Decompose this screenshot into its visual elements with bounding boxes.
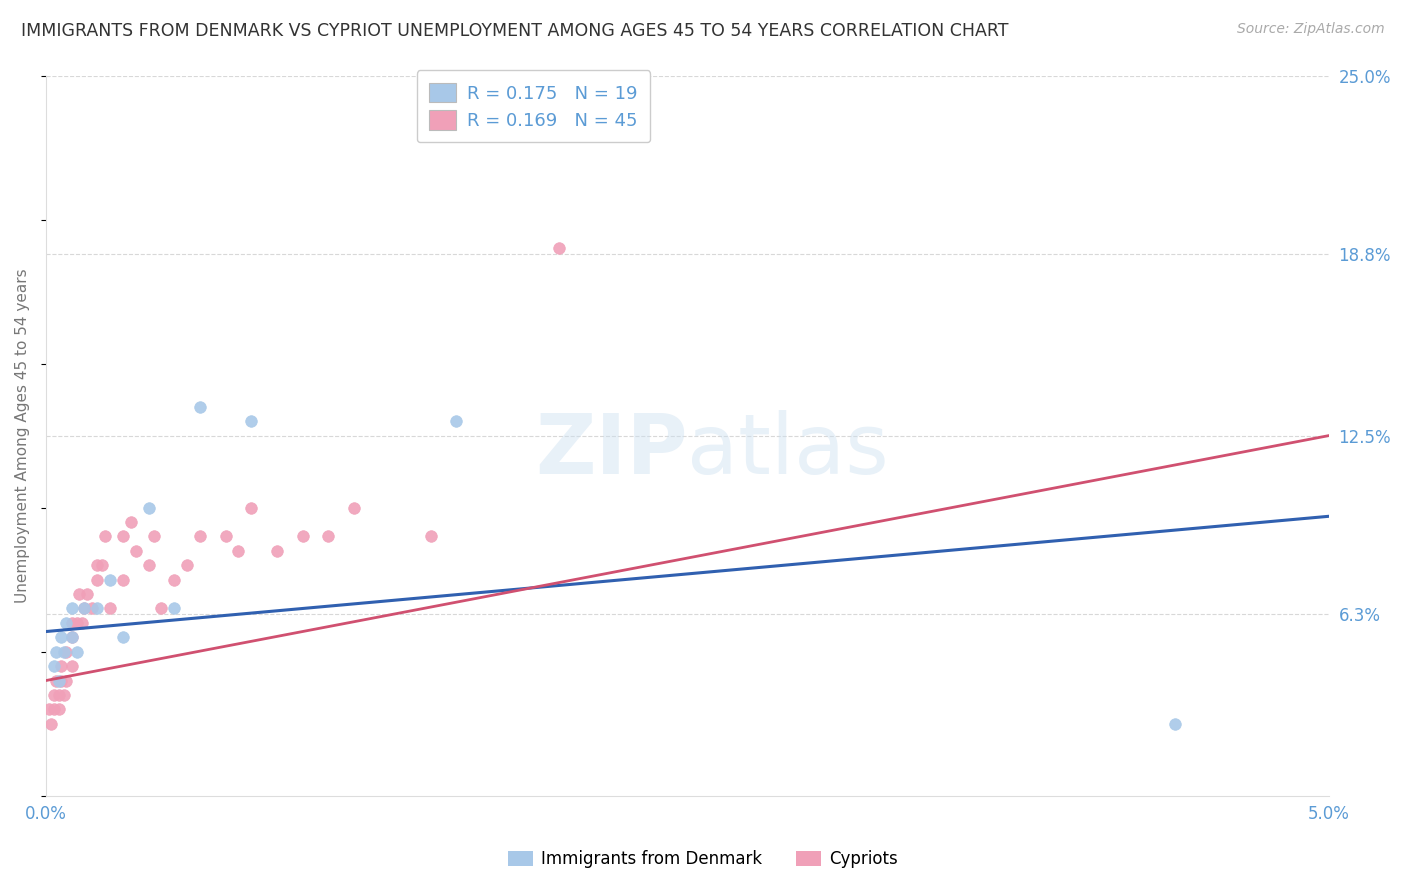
Point (52, 688, 75, 702)
Point (51, 630, 73, 644)
Point (188, 529, 211, 543)
Point (142, 529, 165, 543)
Point (70, 615, 93, 630)
Point (1164, 716, 1187, 731)
Point (55, 673, 77, 688)
Point (291, 529, 314, 543)
Point (52, 645, 75, 659)
Point (42, 659, 65, 673)
Point (94, 529, 117, 543)
Point (60, 615, 83, 630)
Point (48, 702, 70, 716)
Point (42, 688, 65, 702)
Point (66, 615, 89, 630)
Point (548, 241, 571, 255)
Point (60, 601, 83, 615)
Point (240, 414, 263, 428)
Point (73, 601, 96, 615)
Point (60, 630, 83, 644)
Text: atlas: atlas (688, 409, 889, 491)
Point (240, 500, 263, 515)
Point (228, 544, 250, 558)
Point (446, 414, 468, 428)
Point (419, 529, 441, 543)
Point (86, 558, 108, 573)
Point (86, 601, 108, 615)
Legend: Immigrants from Denmark, Cypriots: Immigrants from Denmark, Cypriots (502, 844, 904, 875)
Point (45, 673, 67, 688)
Point (150, 601, 173, 615)
Point (138, 558, 160, 573)
Point (111, 529, 134, 543)
Point (316, 529, 339, 543)
Point (48, 688, 70, 702)
Legend: R = 0.175   N = 19, R = 0.169   N = 45: R = 0.175 N = 19, R = 0.169 N = 45 (416, 70, 650, 143)
Point (67, 587, 90, 601)
Text: IMMIGRANTS FROM DENMARK VS CYPRIOT UNEMPLOYMENT AMONG AGES 45 TO 54 YEARS CORREL: IMMIGRANTS FROM DENMARK VS CYPRIOT UNEMP… (21, 22, 1008, 40)
Point (111, 573, 134, 587)
Point (214, 529, 236, 543)
Point (138, 500, 160, 515)
Point (98, 601, 121, 615)
Point (55, 645, 77, 659)
Point (60, 659, 83, 673)
Point (42, 702, 65, 716)
Point (188, 400, 211, 414)
Point (98, 573, 121, 587)
Point (163, 573, 186, 587)
Text: Source: ZipAtlas.com: Source: ZipAtlas.com (1237, 22, 1385, 37)
Point (38, 702, 60, 716)
Point (176, 558, 198, 573)
Point (76, 587, 98, 601)
Point (82, 601, 104, 615)
Point (163, 601, 186, 615)
Point (91, 558, 114, 573)
Point (55, 615, 77, 630)
Point (125, 544, 148, 558)
Point (51, 659, 73, 673)
Point (86, 573, 108, 587)
Point (266, 544, 288, 558)
Point (51, 673, 73, 688)
Point (45, 645, 67, 659)
Point (111, 630, 134, 644)
Point (60, 630, 83, 644)
Y-axis label: Unemployment Among Ages 45 to 54 years: Unemployment Among Ages 45 to 54 years (15, 268, 30, 603)
Point (343, 500, 366, 515)
Text: ZIP: ZIP (534, 409, 688, 491)
Point (66, 645, 89, 659)
Point (73, 601, 96, 615)
Point (120, 515, 142, 529)
Point (39, 716, 62, 731)
Point (48, 673, 70, 688)
